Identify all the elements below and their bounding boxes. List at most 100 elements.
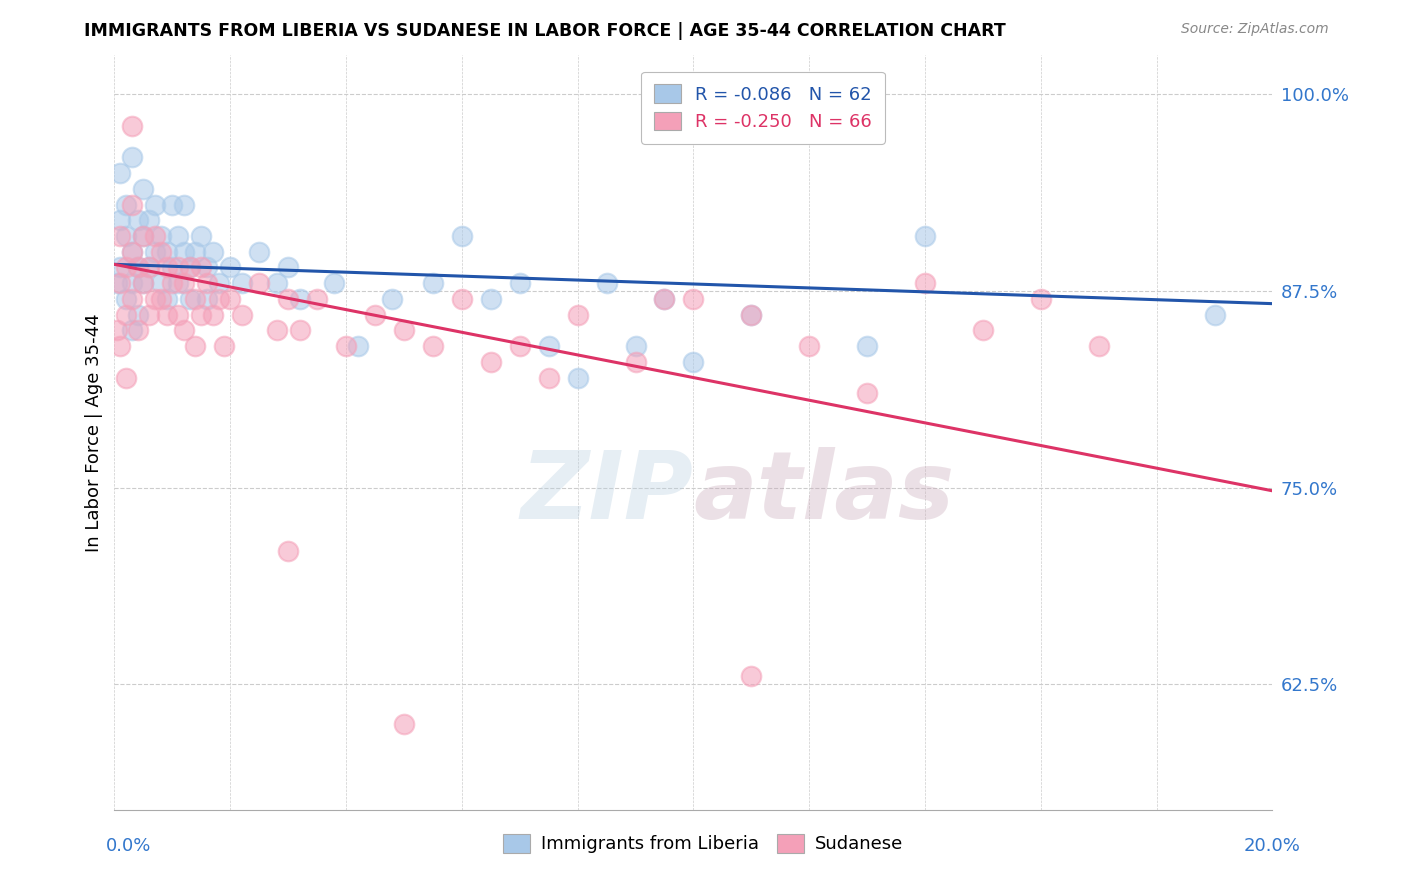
Point (450, 292, 472, 306)
Point (173, 244, 195, 259)
Point (143, 244, 166, 259)
Point (162, 197, 184, 211)
Point (179, 260, 201, 275)
Point (537, 370, 560, 384)
Point (155, 260, 177, 275)
Point (132, 229, 155, 244)
Point (1029, 292, 1052, 306)
Point (121, 150, 143, 164)
Point (190, 260, 212, 275)
Point (190, 308, 212, 322)
Point (155, 244, 177, 259)
Point (149, 276, 172, 290)
Text: atlas: atlas (693, 447, 955, 539)
Point (914, 276, 936, 290)
Point (138, 260, 160, 275)
Point (143, 197, 166, 211)
Point (115, 292, 138, 306)
Point (127, 260, 149, 275)
Point (149, 292, 172, 306)
Point (624, 339, 647, 353)
Text: IMMIGRANTS FROM LIBERIA VS SUDANESE IN LABOR FORCE | AGE 35-44 CORRELATION CHART: IMMIGRANTS FROM LIBERIA VS SUDANESE IN L… (84, 22, 1007, 40)
Point (167, 308, 190, 322)
Point (856, 339, 879, 353)
Point (108, 260, 131, 275)
Point (195, 260, 218, 275)
Point (132, 182, 155, 196)
Point (335, 339, 357, 353)
Point (288, 323, 311, 337)
Point (115, 260, 138, 275)
Point (184, 244, 207, 259)
Point (138, 213, 160, 227)
Point (740, 308, 762, 322)
Point (654, 292, 676, 306)
Point (567, 308, 589, 322)
Point (179, 260, 201, 275)
Point (167, 276, 190, 290)
Point (195, 292, 218, 306)
Point (682, 292, 704, 306)
Point (121, 119, 143, 133)
Point (162, 260, 184, 275)
Point (121, 276, 143, 290)
Point (214, 339, 236, 353)
Point (138, 260, 160, 275)
Point (115, 370, 138, 384)
Point (346, 339, 368, 353)
Point (479, 355, 502, 369)
Point (392, 716, 415, 731)
Point (509, 276, 531, 290)
Point (201, 244, 224, 259)
Point (190, 229, 212, 244)
Point (219, 260, 242, 275)
Text: ZIP: ZIP (520, 447, 693, 539)
Point (537, 339, 560, 353)
Legend: R = -0.086   N = 62, R = -0.250   N = 66: R = -0.086 N = 62, R = -0.250 N = 66 (641, 71, 884, 144)
Point (132, 229, 155, 244)
Point (307, 292, 329, 306)
Point (231, 308, 253, 322)
Point (127, 323, 149, 337)
Point (323, 276, 346, 290)
Point (121, 244, 143, 259)
Point (422, 276, 444, 290)
Point (143, 229, 166, 244)
Y-axis label: In Labor Force | Age 35-44: In Labor Force | Age 35-44 (86, 313, 103, 552)
Point (856, 386, 879, 401)
Point (266, 276, 288, 290)
Point (121, 197, 143, 211)
Point (972, 323, 994, 337)
Point (184, 339, 207, 353)
Point (219, 292, 242, 306)
Point (162, 276, 184, 290)
Point (115, 308, 138, 322)
Point (450, 229, 472, 244)
Point (277, 260, 299, 275)
Point (108, 339, 131, 353)
Point (654, 292, 676, 306)
Point (682, 355, 704, 369)
Point (108, 276, 131, 290)
Point (208, 276, 231, 290)
Point (173, 276, 195, 290)
Point (108, 166, 131, 180)
Point (1087, 339, 1109, 353)
Point (143, 292, 166, 306)
Point (914, 229, 936, 244)
Point (121, 292, 143, 306)
Point (1204, 308, 1226, 322)
Point (108, 229, 131, 244)
Point (115, 229, 138, 244)
Point (127, 260, 149, 275)
Point (138, 308, 160, 322)
Text: 20.0%: 20.0% (1244, 837, 1301, 855)
Point (277, 292, 299, 306)
Point (509, 339, 531, 353)
Point (201, 308, 224, 322)
Point (127, 213, 149, 227)
Text: Source: ZipAtlas.com: Source: ZipAtlas.com (1181, 22, 1329, 37)
Point (132, 276, 155, 290)
Point (422, 339, 444, 353)
Point (277, 543, 299, 558)
